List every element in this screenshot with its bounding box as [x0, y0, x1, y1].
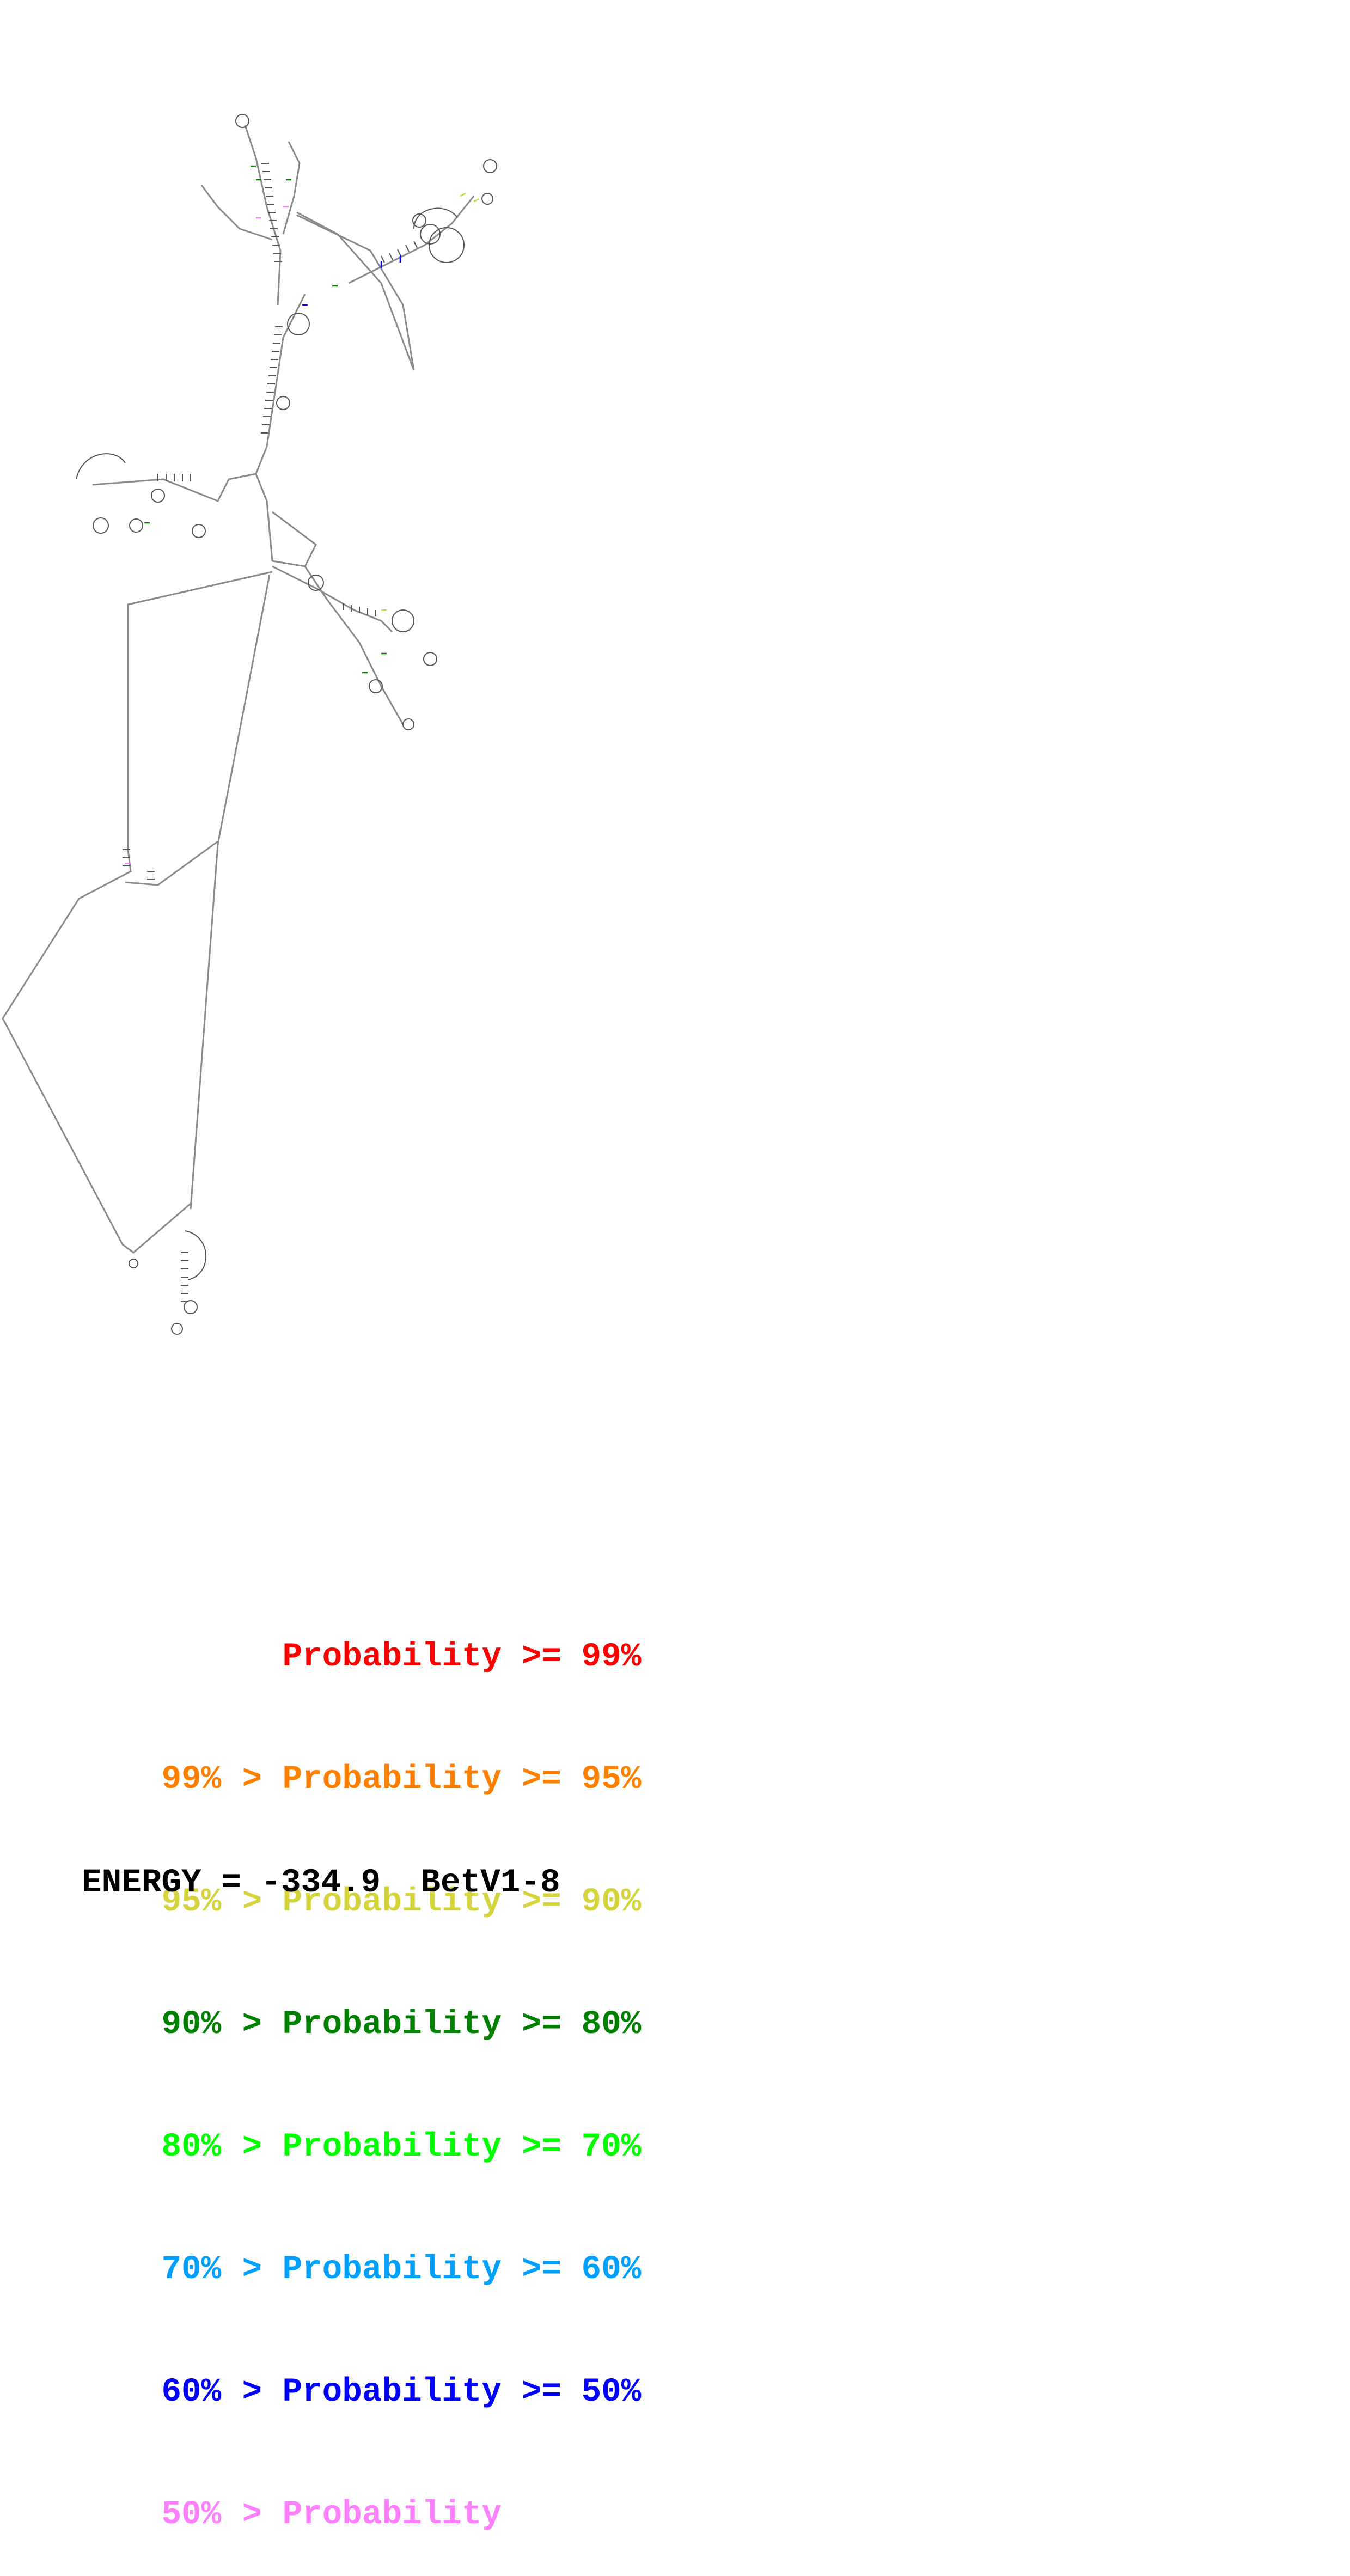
legend-range: 50%: [161, 2496, 222, 2534]
hairpin-loop-left-2: [129, 518, 143, 533]
multiloop-left-arc: [76, 453, 126, 480]
hairpin-loop-right-large: [429, 227, 465, 263]
legend-label: Probability: [282, 2373, 502, 2411]
helix-right-arm: [381, 241, 418, 263]
colored-pairs: [125, 165, 480, 864]
backbone-lower-branch: [125, 840, 218, 886]
backbone-long-left: [2, 571, 273, 1254]
helix-mid-right: [343, 603, 376, 616]
hairpin-loop-mid-4: [402, 718, 414, 730]
legend-sep: >: [242, 2251, 262, 2288]
legend-label: Probability: [282, 1761, 502, 1798]
pairs-green: [144, 165, 387, 674]
pairs-yellow: [381, 192, 480, 611]
backbone-top-left: [200, 185, 273, 241]
backbone-right-arm: [348, 196, 475, 284]
legend-cmp: >= 60%: [521, 2251, 642, 2288]
hairpin-loop-left-4: [151, 489, 165, 503]
probability-legend: Probability >= 99% 99% > Probability >= 95…: [82, 1514, 641, 2535]
backbone-long-middle: [190, 574, 271, 1210]
legend-sep: >: [242, 2373, 262, 2411]
hairpin-loop-left-3: [192, 524, 206, 538]
legend-row-80: 90% > Probability >= 80%: [82, 1963, 641, 2043]
legend-sep: >: [242, 2128, 262, 2166]
hairpin-loop-right-2: [420, 224, 441, 245]
hairpin-loop-mid-2: [423, 652, 437, 666]
hairpin-loop-bottom-1: [184, 1300, 198, 1314]
backbone-mid-lower: [272, 565, 393, 633]
legend-range: 80%: [161, 2128, 222, 2166]
hairpin-loop-top: [235, 114, 249, 128]
hairpin-loop-mid-big: [392, 609, 414, 632]
backbone-right-arc-2: [296, 214, 415, 371]
legend-sep: >: [242, 2496, 262, 2534]
legend-range: 99%: [161, 1761, 222, 1798]
hairpin-loop-right-1: [481, 193, 493, 205]
legend-sep: >: [242, 2006, 262, 2043]
hairpin-loop-right-3: [412, 213, 426, 228]
energy-value: ENERGY = -334.9: [82, 1864, 381, 1902]
pairs-blue: [302, 256, 401, 306]
rna-secondary-structure-diagram: [2, 114, 497, 1335]
backbone-top-stem: [244, 125, 282, 306]
legend-range: 90%: [161, 2006, 222, 2043]
helix-lower-cluster: [123, 849, 155, 880]
hairpin-loop-left-far: [93, 517, 109, 534]
legend-label: Probability: [282, 2251, 502, 2288]
hairpin-loop-top-right: [483, 159, 497, 173]
legend-cmp: >= 70%: [521, 2128, 642, 2166]
legend-row-60: 70% > Probability >= 60%: [82, 2208, 641, 2288]
helix-bottom-stem: [181, 1252, 188, 1302]
hairpin-loop-mid-3: [369, 679, 383, 693]
backbone-lines: [2, 125, 475, 1254]
helix-top-stem: [261, 163, 282, 262]
hairpin-loop-center: [287, 313, 310, 335]
backbone-mid-lower-2: [304, 566, 404, 725]
hairpin-loops: [76, 114, 497, 1335]
multiloop-right-arc: [413, 207, 458, 229]
backbone-mid-junction: [255, 473, 317, 567]
legend-row-below-50: 50% > Probability: [82, 2453, 641, 2534]
legend-row-70: 80% > Probability >= 70%: [82, 2086, 641, 2166]
hairpin-loop-bottom-2: [171, 1323, 183, 1335]
legend-range: 60%: [161, 2373, 222, 2411]
hairpin-loop-center-2: [276, 396, 290, 410]
legend-label: Probability: [282, 2496, 502, 2534]
helix-left-branch: [157, 474, 191, 481]
legend-row-99: Probability >= 99%: [82, 1596, 641, 1676]
backbone-left-branch: [92, 473, 256, 502]
legend-sep: >: [242, 1761, 262, 1798]
legend-label: Probability: [282, 1638, 502, 1676]
sequence-name: BetV1-8: [420, 1864, 560, 1902]
helix-upper-stem: [261, 326, 283, 434]
stem-helices: [123, 163, 418, 1302]
legend-cmp: >= 99%: [521, 1638, 642, 1676]
legend-row-50: 60% > Probability >= 50%: [82, 2331, 641, 2411]
backbone-upper-stem: [255, 294, 306, 474]
energy-footer: ENERGY = -334.9 BetV1-8: [82, 1863, 560, 1903]
pairs-pink: [125, 206, 289, 864]
hairpin-loop-bottom-3: [129, 1259, 138, 1268]
legend-cmp: >= 95%: [521, 1761, 642, 1798]
legend-label: Probability: [282, 2128, 502, 2166]
backbone-top-right: [282, 141, 301, 235]
hairpin-loop-mid-1: [308, 575, 324, 591]
backbone-right-arc: [296, 211, 415, 371]
multiloop-bottom-arc: [185, 1230, 207, 1280]
legend-label: Probability: [282, 2006, 502, 2043]
legend-range: 70%: [161, 2251, 222, 2288]
legend-cmp: >= 80%: [521, 2006, 642, 2043]
legend-row-95: 99% > Probability >= 95%: [82, 1718, 641, 1798]
legend-cmp: >= 50%: [521, 2373, 642, 2411]
